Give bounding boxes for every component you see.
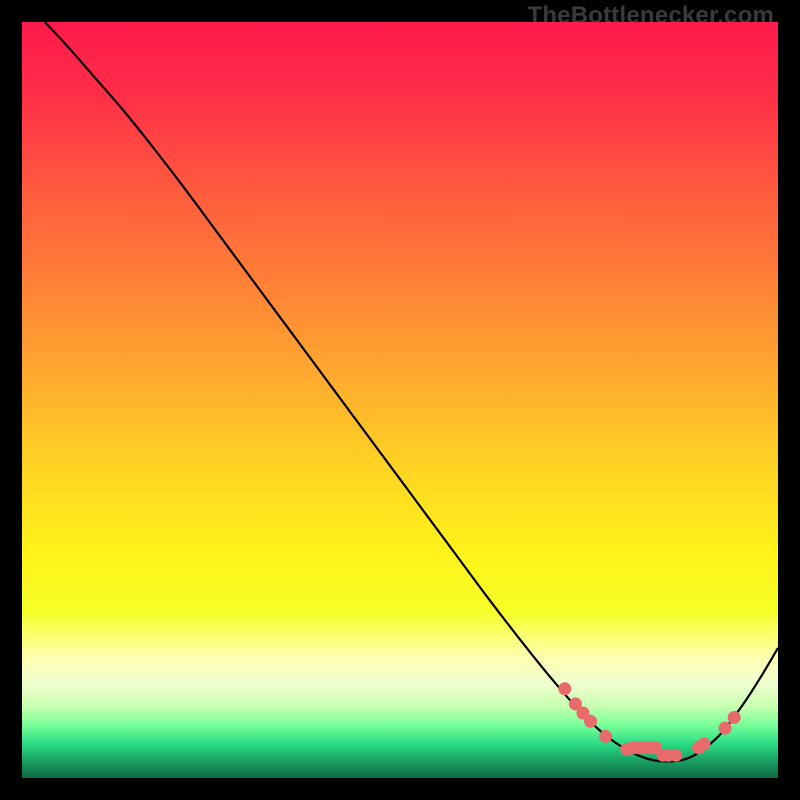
data-marker xyxy=(697,737,710,750)
data-marker xyxy=(719,722,732,735)
curve-layer xyxy=(22,22,778,778)
marker-group xyxy=(558,682,740,762)
data-marker xyxy=(669,749,682,762)
bottleneck-curve xyxy=(45,22,778,761)
data-marker xyxy=(558,682,571,695)
plot-area xyxy=(22,22,778,778)
data-marker xyxy=(599,730,612,743)
data-marker xyxy=(728,711,741,724)
data-marker xyxy=(584,715,597,728)
